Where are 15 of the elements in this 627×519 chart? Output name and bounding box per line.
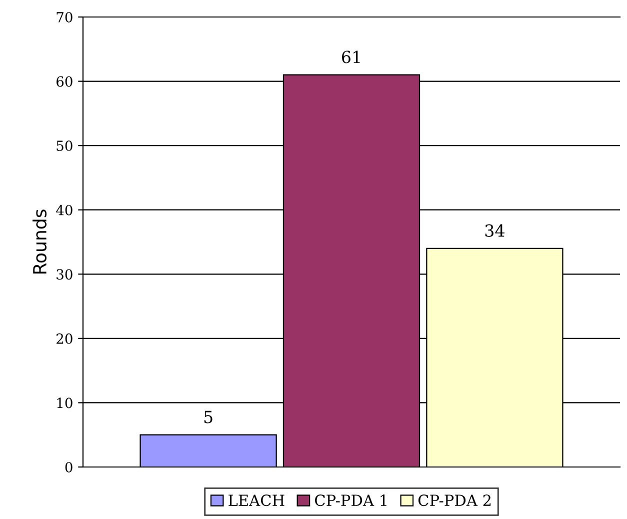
y-tick-label: 70 bbox=[56, 12, 72, 22]
y-tick-label: 60 bbox=[56, 76, 72, 87]
data-label: 5 bbox=[204, 410, 212, 424]
y-tick-label: 50 bbox=[56, 140, 72, 152]
y-tick-label: 20 bbox=[56, 333, 72, 344]
y-tick-label: 30 bbox=[56, 269, 72, 280]
y-tick-label: 0 bbox=[65, 462, 72, 472]
y-axis-title: Rounds bbox=[32, 210, 47, 274]
legend-label: CP-PDA 1 bbox=[315, 494, 386, 506]
data-label: 61 bbox=[342, 50, 360, 64]
y-tick-label: 40 bbox=[56, 204, 72, 216]
legend-label: LEACH bbox=[228, 494, 284, 506]
data-label: 34 bbox=[485, 224, 504, 237]
legend-label: CP-PDA 2 bbox=[418, 494, 491, 506]
y-tick-label: 10 bbox=[57, 398, 72, 408]
